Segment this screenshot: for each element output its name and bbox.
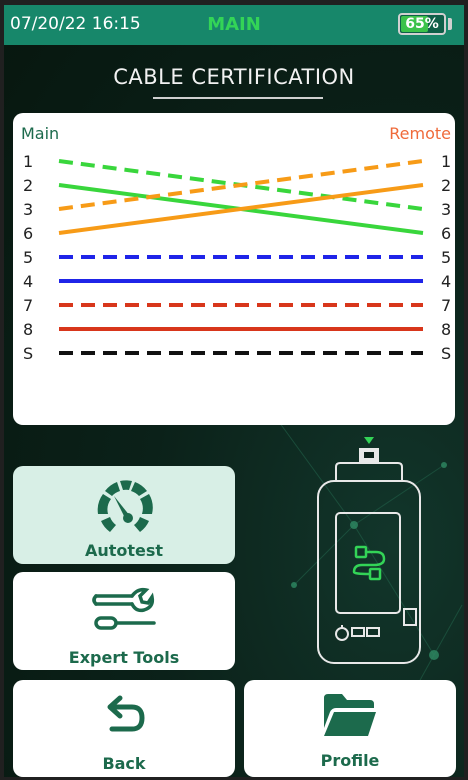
battery-percent-label: 65% (405, 16, 439, 32)
screen: 07/20/22 16:15 MAIN 65% CABLE CERTIFICAT… (4, 5, 464, 777)
back-label: Back (102, 754, 146, 773)
status-title: MAIN (207, 14, 261, 35)
folder-icon (324, 694, 376, 736)
battery-indicator: 65% (398, 13, 446, 35)
expert-tools-label: Expert Tools (68, 648, 180, 667)
wiremap-right-pin-label: 3 (441, 200, 451, 219)
wiremap-right-pin-label: 5 (441, 248, 451, 267)
battery-fill (401, 16, 428, 32)
cable-tester-device-icon (317, 437, 421, 664)
wiremap-main-header: Main (21, 124, 59, 143)
wiremap-left-pin-label: 2 (23, 176, 33, 195)
profile-button[interactable]: Profile (244, 680, 456, 777)
autotest-button[interactable]: Autotest (13, 466, 235, 564)
back-arrow-icon (107, 695, 145, 732)
wiremap-diagram: Main Remote 1 2 3 6 5 4 7 8 S 1 2 3 6 5 4 7 8 S (21, 124, 451, 363)
wiremap-right-pin-label: 1 (441, 152, 451, 171)
wiremap-right-pin-label: S (441, 344, 451, 363)
wire-3-to-1 (58, 159, 424, 211)
wiremap-right-pin-label: 8 (441, 320, 451, 339)
wiremap-left-pin-label: 5 (23, 248, 33, 267)
wiremap-right-pin-label: 7 (441, 296, 451, 315)
wiremap-left-pin-label: 1 (23, 152, 33, 171)
status-bar: 07/20/22 16:15 MAIN 65% (4, 5, 464, 45)
wiremap-panel: Main Remote 1 2 3 6 5 4 7 8 S 1 2 3 6 5 4 7 8 S (13, 113, 455, 425)
back-button[interactable]: Back (13, 680, 235, 777)
wrench-tools-icon (92, 587, 156, 630)
wiremap-remote-header: Remote (389, 124, 451, 143)
battery-tip (448, 18, 452, 30)
profile-label: Profile (320, 751, 380, 770)
status-datetime: 07/20/22 16:15 (10, 14, 141, 34)
wiremap-left-pin-label: 6 (23, 224, 33, 243)
autotest-label: Autotest (84, 541, 164, 560)
wiremap-left-pin-label: 7 (23, 296, 33, 315)
speedometer-icon (97, 480, 153, 532)
expert-tools-button[interactable]: Expert Tools (13, 572, 235, 670)
wiremap-left-pin-label: 4 (23, 272, 33, 291)
wiremap-right-pin-label: 2 (441, 176, 451, 195)
wire-6-to-2 (58, 183, 424, 235)
wiremap-right-pin-label: 4 (441, 272, 451, 291)
wiremap-left-pin-label: 3 (23, 200, 33, 219)
title-underline (153, 97, 323, 99)
page-title: CABLE CERTIFICATION (113, 65, 355, 89)
wiremap-left-pin-label: S (23, 344, 33, 363)
wiremap-right-pin-label: 6 (441, 224, 451, 243)
wiremap-left-pin-label: 8 (23, 320, 33, 339)
